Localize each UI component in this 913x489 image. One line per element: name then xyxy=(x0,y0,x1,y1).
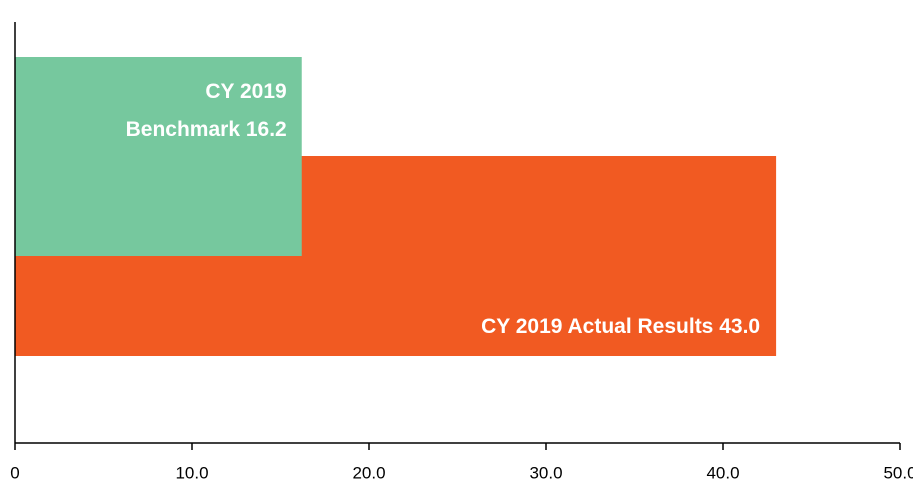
x-tick-label: 0 xyxy=(10,463,19,482)
data-label: CY 2019 Actual Results 43.0 xyxy=(260,308,760,346)
x-tick-label: 30.0 xyxy=(529,463,562,482)
x-tick-label: 40.0 xyxy=(706,463,739,482)
x-tick-label: 50.0 xyxy=(883,463,913,482)
value-label: 16.2 xyxy=(245,118,287,141)
x-tick-label: 10.0 xyxy=(175,463,208,482)
series-name: CY 2019 Actual Results xyxy=(481,315,714,338)
data-label: CY 2019 Benchmark 16.2 xyxy=(87,73,287,149)
bar xyxy=(15,57,302,256)
value-label: 43.0 xyxy=(719,315,761,338)
series-name: CY 2019 Benchmark xyxy=(125,80,287,141)
x-tick-label: 20.0 xyxy=(352,463,385,482)
